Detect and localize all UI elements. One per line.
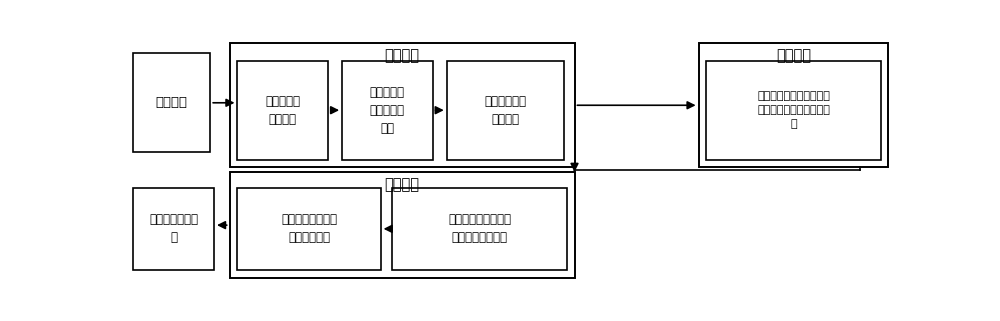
Bar xyxy=(698,43,888,167)
Bar xyxy=(447,61,564,160)
Text: 对主要并行
域设置功率
上限: 对主要并行 域设置功率 上限 xyxy=(370,86,405,135)
Bar xyxy=(237,61,328,160)
Text: 代码优化: 代码优化 xyxy=(385,177,420,192)
Text: 模型训练: 模型训练 xyxy=(776,48,811,63)
Text: 根据训练得到的模型
获取最优功率配置: 根据训练得到的模型 获取最优功率配置 xyxy=(448,213,511,244)
Bar xyxy=(230,43,574,167)
Text: 并行程序: 并行程序 xyxy=(156,96,188,109)
Bar xyxy=(706,61,881,160)
Text: 根据功率配置和特征数据
对性能和能耗进行建模训
练: 根据功率配置和特征数据 对性能和能耗进行建模训 练 xyxy=(757,91,830,129)
Bar xyxy=(392,188,567,270)
Bar xyxy=(237,188,381,270)
Text: 根据最优功率配置
进行代码优化: 根据最优功率配置 进行代码优化 xyxy=(281,213,337,244)
Bar xyxy=(133,188,214,270)
Text: 识别获得主
要并行域: 识别获得主 要并行域 xyxy=(265,95,300,126)
Bar xyxy=(133,53,210,152)
Bar xyxy=(230,172,574,278)
Bar xyxy=(342,61,433,160)
Text: 数据采集: 数据采集 xyxy=(385,48,420,63)
Text: 优化后的并行程
序: 优化后的并行程 序 xyxy=(149,213,198,244)
Text: 多次运行获取
特征数据: 多次运行获取 特征数据 xyxy=(485,95,527,126)
